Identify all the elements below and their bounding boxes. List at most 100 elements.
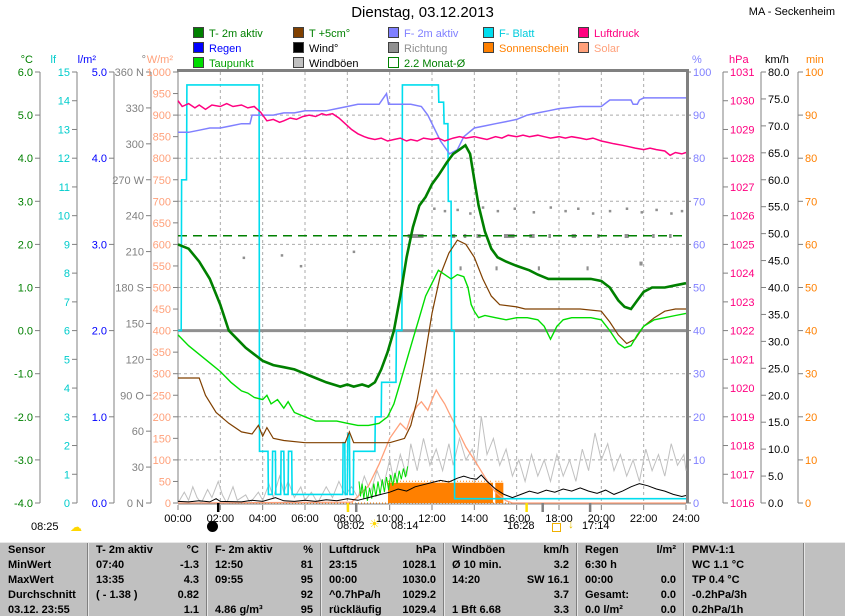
svg-text:850: 850 bbox=[153, 132, 171, 144]
svg-text:04:00: 04:00 bbox=[249, 513, 277, 525]
table-cell: 0.2hPa/1h bbox=[692, 604, 744, 616]
legend-item: Regen bbox=[193, 42, 263, 57]
table-column: T- 2m aktiv °C 07:40 -1.3 13:35 4.3 ( - 1.38 )… bbox=[87, 543, 206, 616]
legend-label: Taupunkt bbox=[209, 58, 254, 70]
svg-text:hPa: hPa bbox=[729, 54, 749, 66]
legend-item: F- Blatt bbox=[483, 27, 569, 42]
svg-text:400: 400 bbox=[153, 326, 171, 338]
svg-text:6: 6 bbox=[64, 326, 70, 338]
svg-text:500: 500 bbox=[153, 283, 171, 295]
svg-text:1028: 1028 bbox=[730, 153, 754, 165]
table-cell: ^0.7hPa/h 1029.2 bbox=[329, 589, 436, 601]
svg-text:1026: 1026 bbox=[730, 211, 754, 223]
svg-text:50.0: 50.0 bbox=[768, 229, 789, 241]
svg-text:40: 40 bbox=[693, 326, 705, 338]
svg-text:1029: 1029 bbox=[730, 124, 754, 136]
legend-label: Solar bbox=[594, 43, 620, 55]
legend-column: T- 2m aktiv Regen Taupunkt bbox=[193, 27, 263, 72]
svg-text:min: min bbox=[806, 54, 824, 66]
table-cell: Gesamt: 0.0 bbox=[585, 589, 676, 601]
legend-item: Solar bbox=[578, 42, 639, 57]
table-cell: 4.86 g/m³ 95 bbox=[215, 604, 313, 616]
svg-text:14: 14 bbox=[58, 96, 70, 108]
svg-text:12:00: 12:00 bbox=[418, 513, 446, 525]
legend-swatch-icon bbox=[193, 42, 204, 53]
svg-text:km/h: km/h bbox=[765, 54, 789, 66]
svg-text:0.0: 0.0 bbox=[18, 326, 33, 338]
svg-text:150: 150 bbox=[126, 318, 144, 330]
svg-text:65.0: 65.0 bbox=[768, 148, 789, 160]
svg-text:100: 100 bbox=[805, 67, 823, 79]
svg-text:10: 10 bbox=[693, 455, 705, 467]
table-column: Regen l/m² 6:30 h 00:00 0.0 Gesamt: 0.0 0.0 l/m… bbox=[576, 543, 683, 616]
svg-text:50: 50 bbox=[805, 283, 817, 295]
svg-text:75.0: 75.0 bbox=[768, 94, 789, 106]
svg-text:100: 100 bbox=[693, 67, 711, 79]
svg-text:7: 7 bbox=[64, 297, 70, 309]
svg-text:24:00: 24:00 bbox=[672, 513, 700, 525]
svg-text:360 N: 360 N bbox=[115, 67, 144, 79]
table-cell: 14:20 SW 16.1 bbox=[452, 574, 569, 586]
svg-text:lf: lf bbox=[51, 54, 57, 66]
svg-text:14:00: 14:00 bbox=[461, 513, 489, 525]
table-header: Sensor bbox=[8, 544, 46, 556]
legend-item: T- 2m aktiv bbox=[193, 27, 263, 42]
svg-text:240: 240 bbox=[126, 211, 144, 223]
svg-text:2.0: 2.0 bbox=[18, 239, 33, 251]
table-cell: 1 Bft 6.68 3.3 bbox=[452, 604, 569, 616]
svg-text:40.0: 40.0 bbox=[768, 283, 789, 295]
svg-text:00:00: 00:00 bbox=[164, 513, 192, 525]
table-cell: 07:40 -1.3 bbox=[96, 559, 199, 571]
svg-text:5.0: 5.0 bbox=[18, 110, 33, 122]
svg-text:4.0: 4.0 bbox=[18, 153, 33, 165]
svg-text:0: 0 bbox=[693, 498, 699, 510]
svg-text:18:00: 18:00 bbox=[545, 513, 573, 525]
svg-text:1018: 1018 bbox=[730, 441, 754, 453]
svg-text:4.0: 4.0 bbox=[92, 153, 107, 165]
svg-text:60.0: 60.0 bbox=[768, 175, 789, 187]
legend-label: T- 2m aktiv bbox=[209, 28, 263, 40]
svg-text:100: 100 bbox=[153, 455, 171, 467]
svg-text:3.0: 3.0 bbox=[92, 239, 107, 251]
svg-text:700: 700 bbox=[153, 196, 171, 208]
sunrise-time: 08:02 bbox=[337, 520, 365, 532]
svg-text:50: 50 bbox=[159, 476, 171, 488]
table-cell: 6:30 h bbox=[585, 559, 617, 571]
weather-chart: 00:00 02:00 04:00 06:00 08:00 10:00 12:00 14:00… bbox=[14, 54, 824, 525]
svg-text:80.0: 80.0 bbox=[768, 67, 789, 79]
svg-text:450: 450 bbox=[153, 304, 171, 316]
svg-text:1019: 1019 bbox=[730, 412, 754, 424]
legend-label: Luftdruck bbox=[594, 28, 640, 40]
table-cell bbox=[804, 588, 845, 603]
legend-swatch-icon bbox=[483, 42, 494, 53]
legend-label: F- 2m aktiv bbox=[404, 28, 459, 40]
table-header: T- 2m aktiv °C bbox=[96, 544, 199, 556]
svg-text:3: 3 bbox=[64, 412, 70, 424]
svg-text:°: ° bbox=[142, 54, 146, 66]
svg-text:270 W: 270 W bbox=[112, 175, 144, 187]
chart-legend: T- 2m aktiv Regen Taupunkt T +5cm° Wind° Wind… bbox=[193, 27, 793, 73]
svg-text:180 S: 180 S bbox=[115, 283, 144, 295]
table-header: PMV-1:1 bbox=[692, 544, 735, 556]
svg-text:15.0: 15.0 bbox=[768, 417, 789, 429]
svg-text:1031: 1031 bbox=[730, 67, 754, 79]
table-cell: 0.0 l/m² 0.0 bbox=[585, 604, 676, 616]
svg-text:70: 70 bbox=[805, 196, 817, 208]
svg-text:300: 300 bbox=[153, 369, 171, 381]
svg-text:90: 90 bbox=[805, 110, 817, 122]
table-column: F- 2m aktiv% 12:50 81 09:55 95 92 4.86 g/m³ 95 bbox=[206, 543, 320, 616]
new-moon-icon bbox=[207, 521, 218, 532]
svg-text:550: 550 bbox=[153, 261, 171, 273]
legend-swatch-icon bbox=[483, 27, 494, 38]
svg-text:9: 9 bbox=[64, 239, 70, 251]
svg-text:W/m²: W/m² bbox=[147, 54, 174, 66]
sunset-square-icon bbox=[552, 523, 561, 532]
svg-text:-1.0: -1.0 bbox=[14, 369, 33, 381]
table-cell: rückläufig 1029.4 bbox=[329, 604, 436, 616]
legend-item: Sonnenschein bbox=[483, 42, 569, 57]
table-header bbox=[804, 543, 845, 558]
legend-item: Richtung bbox=[388, 42, 465, 57]
legend-item: F- 2m aktiv bbox=[388, 27, 465, 42]
legend-label: T +5cm° bbox=[309, 28, 351, 40]
chart-title: Dienstag, 03.12.2013 bbox=[351, 4, 494, 21]
